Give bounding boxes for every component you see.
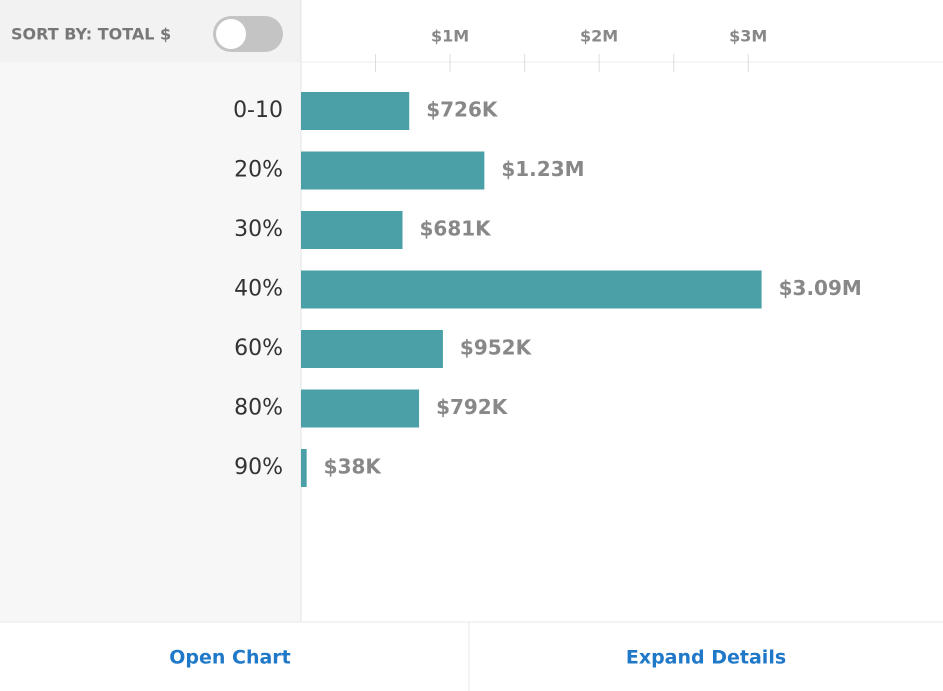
left-panel	[0, 0, 301, 622]
bar	[301, 330, 443, 368]
toggle-knob	[216, 19, 246, 49]
bar	[301, 449, 307, 487]
value-label: $681K	[420, 217, 493, 241]
value-label: $3.09M	[779, 276, 862, 300]
x-tick-label: $2M	[580, 27, 618, 46]
category-label: 40%	[234, 277, 283, 302]
value-label: $1.23M	[501, 157, 584, 181]
category-label: 60%	[234, 336, 283, 361]
bar	[301, 151, 485, 190]
sort-label: SORT BY: TOTAL $	[11, 25, 171, 44]
x-tick-label: $1M	[431, 27, 469, 46]
value-label: $792K	[436, 395, 509, 419]
x-tick-label: $3M	[729, 27, 767, 46]
bar	[301, 389, 420, 428]
category-label: 0-10	[233, 98, 283, 123]
value-label: $952K	[460, 336, 533, 360]
bar	[301, 270, 762, 309]
category-label: 30%	[234, 217, 283, 242]
category-label: 90%	[234, 455, 283, 480]
category-label: 80%	[234, 396, 283, 421]
footer-button[interactable]: Open Chart	[169, 647, 291, 669]
footer-button[interactable]: Expand Details	[626, 647, 786, 669]
category-label: 20%	[234, 158, 283, 183]
value-label: $38K	[324, 455, 383, 479]
bar	[301, 211, 403, 249]
bar	[301, 92, 410, 130]
value-label: $726K	[426, 98, 499, 122]
